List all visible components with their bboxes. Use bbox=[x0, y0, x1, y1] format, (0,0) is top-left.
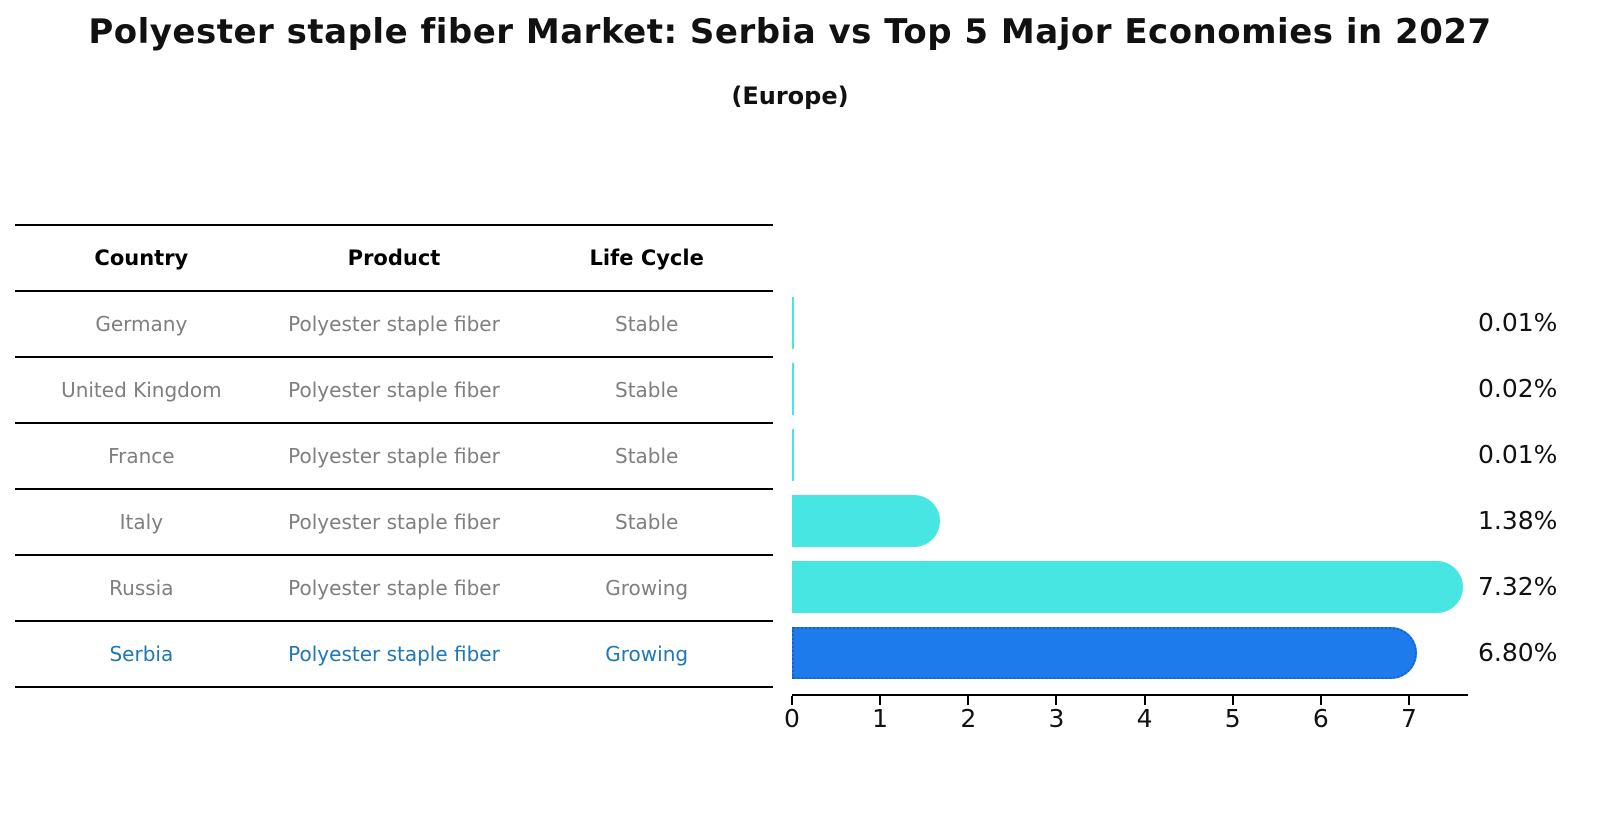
country-cell: Germany bbox=[95, 312, 188, 336]
bar-italy bbox=[792, 495, 940, 547]
chart-title: Polyester staple fiber Market: Serbia vs… bbox=[88, 12, 1492, 52]
x-axis-tick-mark bbox=[791, 696, 793, 705]
country-cell: United Kingdom bbox=[61, 378, 222, 402]
bar-united-kingdom bbox=[792, 363, 794, 415]
table-header-row: Country Product Life Cycle bbox=[15, 226, 773, 292]
life-cycle-cell: Stable bbox=[615, 444, 679, 468]
x-axis-tick-mark bbox=[967, 696, 970, 705]
table-row: France Polyester staple fiber Stable bbox=[15, 424, 773, 490]
bar-value-label: 0.02% bbox=[1478, 374, 1558, 403]
bar-value-label: 6.80% bbox=[1478, 638, 1558, 667]
bar-value-label: 0.01% bbox=[1478, 440, 1558, 469]
country-cell: Russia bbox=[109, 576, 174, 600]
x-axis-tick-label: 0 bbox=[784, 704, 800, 733]
product-cell: Polyester staple fiber bbox=[288, 642, 500, 666]
country-table: Country Product Life Cycle Germany Polye… bbox=[15, 224, 773, 688]
country-cell: France bbox=[108, 444, 175, 468]
bar-value-label: 1.38% bbox=[1478, 506, 1558, 535]
life-cycle-cell: Stable bbox=[615, 510, 679, 534]
x-axis-tick-label: 4 bbox=[1136, 704, 1153, 733]
x-axis-tick-mark bbox=[1319, 696, 1322, 705]
table-row: Germany Polyester staple fiber Stable bbox=[15, 292, 773, 358]
country-cell: Italy bbox=[119, 510, 164, 534]
product-cell: Polyester staple fiber bbox=[288, 576, 500, 600]
bar-serbia bbox=[792, 627, 1418, 679]
product-cell: Polyester staple fiber bbox=[288, 510, 500, 534]
table-row: United Kingdom Polyester staple fiber St… bbox=[15, 358, 773, 424]
x-axis-tick-mark bbox=[879, 696, 882, 705]
x-axis-tick-label: 2 bbox=[960, 704, 977, 733]
x-axis-tick-label: 7 bbox=[1401, 704, 1417, 733]
column-header-country: Country bbox=[94, 246, 189, 270]
bar-russia bbox=[792, 561, 1464, 613]
x-axis-tick-label: 5 bbox=[1224, 704, 1241, 733]
bar-france bbox=[792, 429, 794, 481]
column-header-life-cycle: Life Cycle bbox=[589, 246, 704, 270]
chart-subtitle: (Europe) bbox=[731, 82, 849, 110]
life-cycle-cell: Growing bbox=[605, 642, 689, 666]
life-cycle-cell: Stable bbox=[615, 378, 679, 402]
table-row: Russia Polyester staple fiber Growing bbox=[15, 556, 773, 622]
bar-value-label: 7.32% bbox=[1478, 572, 1558, 601]
product-cell: Polyester staple fiber bbox=[288, 312, 500, 336]
bar-value-label: 0.01% bbox=[1478, 308, 1558, 337]
product-cell: Polyester staple fiber bbox=[288, 444, 500, 468]
life-cycle-cell: Growing bbox=[605, 576, 689, 600]
x-axis-tick-label: 6 bbox=[1312, 704, 1329, 733]
x-axis-tick-mark bbox=[1231, 696, 1234, 705]
x-axis-tick-label: 3 bbox=[1048, 704, 1065, 733]
x-axis-tick-label: 1 bbox=[872, 704, 889, 733]
country-cell: Serbia bbox=[109, 642, 174, 666]
table-row-serbia-highlighted: Serbia Polyester staple fiber Growing bbox=[15, 622, 773, 688]
bar-germany bbox=[792, 297, 794, 349]
x-axis-tick-mark bbox=[1407, 696, 1410, 705]
life-cycle-cell: Stable bbox=[615, 312, 679, 336]
column-header-product: Product bbox=[347, 246, 441, 270]
x-axis-tick-mark bbox=[1143, 696, 1146, 705]
table-row: Italy Polyester staple fiber Stable bbox=[15, 490, 773, 556]
x-axis-tick-mark bbox=[1055, 696, 1058, 705]
product-cell: Polyester staple fiber bbox=[288, 378, 500, 402]
x-axis-line bbox=[792, 694, 1468, 696]
